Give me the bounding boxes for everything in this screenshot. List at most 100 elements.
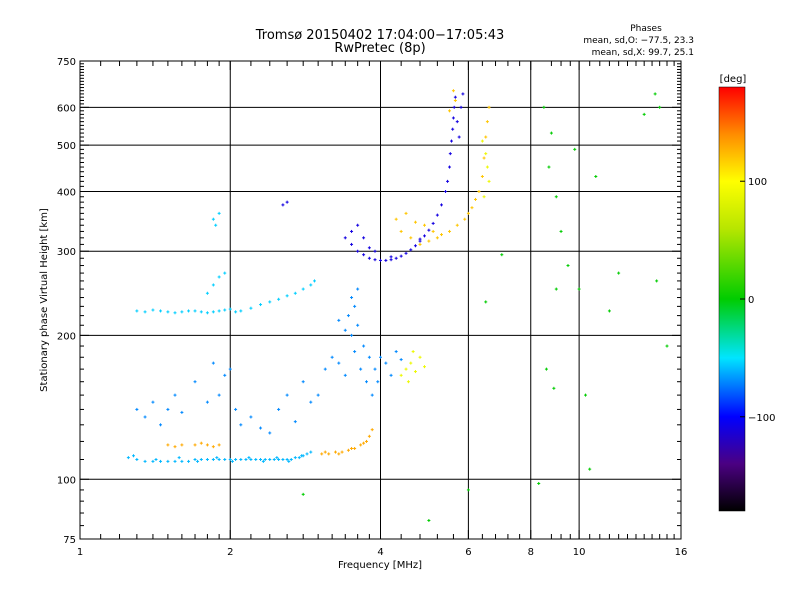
data-point bbox=[230, 459, 234, 463]
data-point bbox=[466, 211, 470, 215]
data-point bbox=[228, 457, 232, 461]
data-point bbox=[159, 423, 163, 427]
data-point bbox=[399, 358, 403, 362]
data-point bbox=[277, 457, 281, 461]
data-point bbox=[422, 365, 426, 369]
data-point bbox=[244, 457, 248, 461]
grid-lines bbox=[80, 61, 681, 539]
y-tick-label: 750 bbox=[57, 57, 76, 68]
y-tick-label: 200 bbox=[57, 331, 76, 342]
data-point bbox=[394, 256, 398, 260]
data-point bbox=[389, 255, 393, 259]
x-tick-label: 10 bbox=[573, 547, 586, 558]
data-point bbox=[337, 452, 341, 456]
data-point bbox=[350, 446, 354, 450]
data-point bbox=[459, 105, 463, 109]
data-point bbox=[281, 203, 285, 207]
data-point bbox=[427, 239, 431, 243]
data-point bbox=[376, 380, 380, 384]
data-point bbox=[223, 457, 227, 461]
data-point bbox=[259, 303, 263, 307]
data-point bbox=[268, 431, 272, 435]
data-point bbox=[559, 229, 563, 233]
data-point bbox=[199, 441, 203, 445]
y-axis-label: Stationary phase Virtual Height [km] bbox=[39, 208, 50, 392]
data-point bbox=[446, 179, 450, 183]
data-point bbox=[362, 236, 366, 240]
data-point bbox=[193, 443, 197, 447]
data-point bbox=[480, 174, 484, 178]
data-point bbox=[457, 135, 461, 139]
data-point bbox=[166, 443, 170, 447]
data-point bbox=[151, 459, 155, 463]
data-point bbox=[259, 457, 263, 461]
data-point bbox=[455, 223, 459, 227]
data-point bbox=[566, 264, 570, 268]
data-point bbox=[223, 308, 227, 312]
data-point bbox=[223, 373, 227, 377]
data-point bbox=[217, 211, 221, 215]
data-point bbox=[394, 217, 398, 221]
data-point bbox=[653, 92, 657, 96]
data-point bbox=[340, 450, 344, 454]
data-point bbox=[422, 234, 426, 238]
data-point bbox=[455, 120, 459, 124]
data-point bbox=[234, 457, 238, 461]
data-point bbox=[323, 450, 327, 454]
stats-heading: Phases bbox=[630, 24, 662, 34]
data-point bbox=[588, 467, 592, 471]
data-point bbox=[126, 456, 130, 460]
data-point bbox=[261, 459, 265, 463]
data-point bbox=[448, 152, 452, 156]
data-point bbox=[367, 246, 371, 250]
data-point bbox=[234, 310, 238, 314]
data-point bbox=[293, 291, 297, 295]
data-point bbox=[350, 229, 354, 233]
data-point bbox=[451, 127, 455, 131]
data-point bbox=[394, 350, 398, 354]
data-point bbox=[655, 279, 659, 283]
data-point bbox=[173, 311, 177, 315]
data-point bbox=[399, 373, 403, 377]
data-point bbox=[373, 367, 377, 371]
stats-line-o: mean, sd,O: −77.5, 23.3 bbox=[583, 36, 694, 46]
data-point bbox=[544, 367, 548, 371]
data-point bbox=[470, 206, 474, 210]
data-point bbox=[389, 373, 393, 377]
data-point bbox=[193, 457, 197, 461]
data-point bbox=[143, 459, 147, 463]
data-point bbox=[199, 310, 203, 314]
data-point bbox=[217, 275, 221, 279]
data-point bbox=[399, 229, 403, 233]
data-point bbox=[399, 254, 403, 258]
y-tick-label: 100 bbox=[57, 475, 76, 486]
data-point bbox=[370, 393, 374, 397]
data-point bbox=[404, 211, 408, 215]
data-point bbox=[309, 400, 313, 404]
data-point bbox=[350, 296, 354, 300]
data-point bbox=[658, 105, 662, 109]
data-point bbox=[379, 258, 382, 262]
data-point bbox=[254, 457, 258, 461]
data-point bbox=[406, 380, 410, 384]
data-point bbox=[453, 99, 457, 103]
data-point bbox=[418, 242, 422, 246]
data-point bbox=[305, 452, 309, 456]
x-tick-label: 2 bbox=[227, 547, 233, 558]
data-point bbox=[217, 457, 221, 461]
data-point bbox=[287, 459, 291, 463]
data-point bbox=[365, 380, 369, 384]
data-point bbox=[289, 457, 293, 461]
data-point bbox=[356, 223, 360, 227]
data-point bbox=[180, 310, 184, 314]
data-point bbox=[217, 443, 221, 447]
data-point bbox=[554, 195, 558, 199]
data-point bbox=[487, 179, 491, 183]
data-point bbox=[594, 174, 598, 178]
data-point bbox=[440, 233, 444, 237]
data-point bbox=[173, 459, 177, 463]
x-tick-label: 1 bbox=[77, 547, 83, 558]
data-point bbox=[205, 291, 209, 295]
data-point bbox=[228, 307, 232, 311]
